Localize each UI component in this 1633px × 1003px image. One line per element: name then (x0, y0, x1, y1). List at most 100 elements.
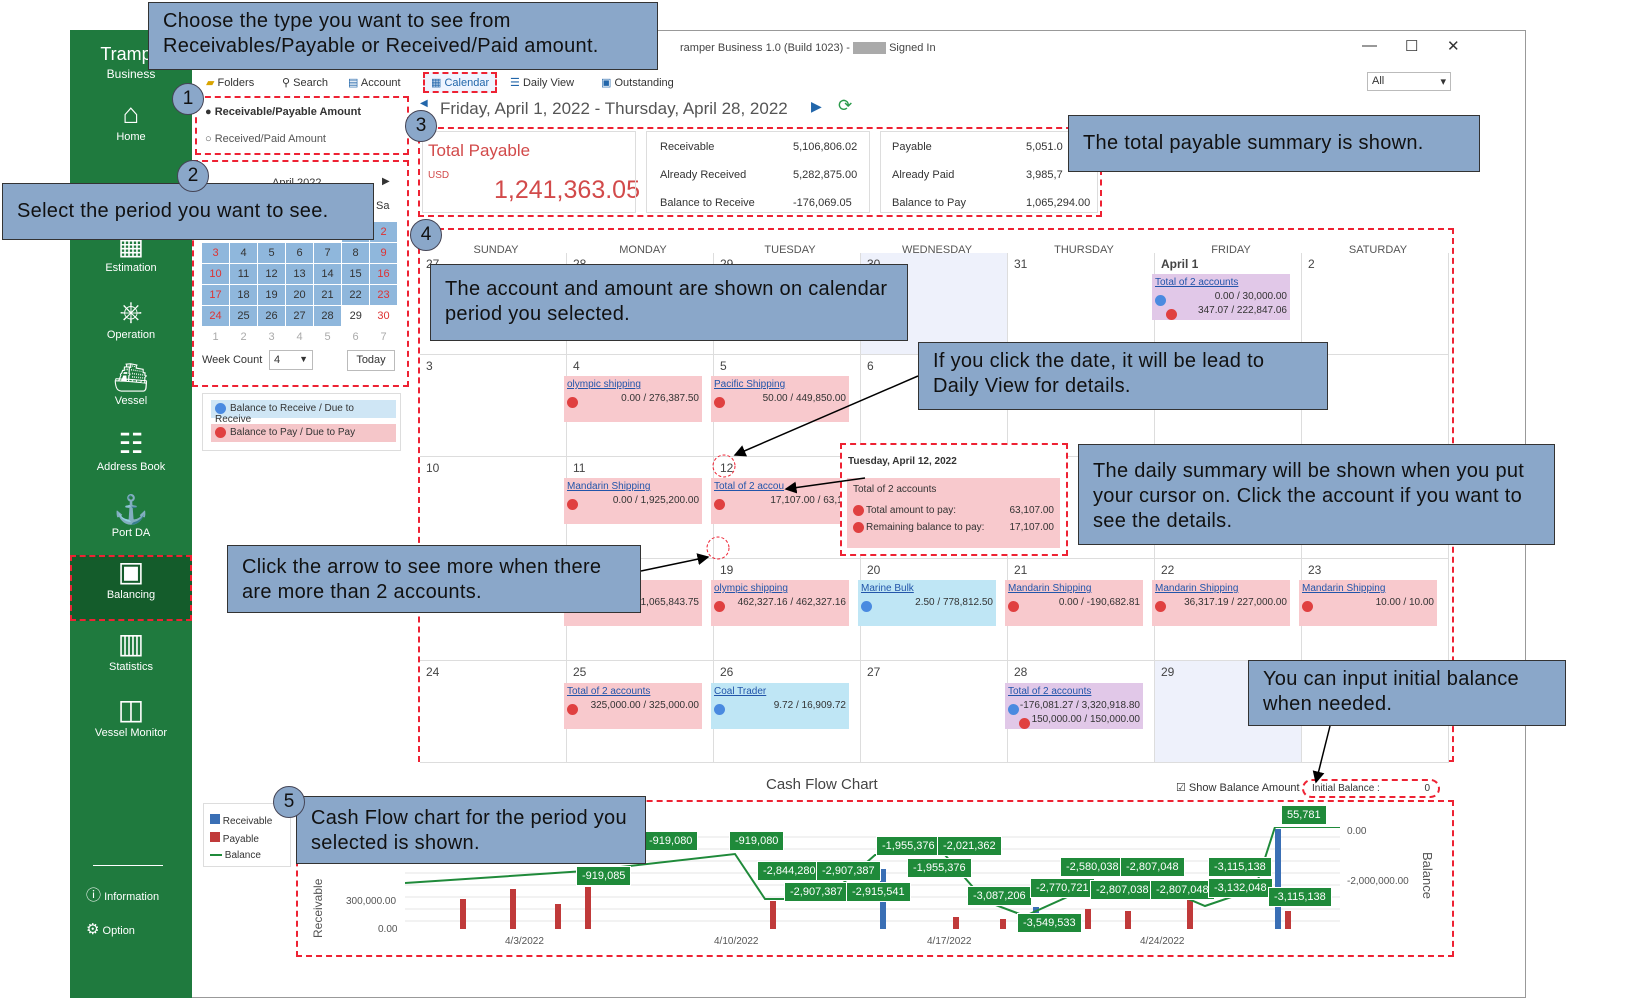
mini-day[interactable]: 13 (285, 263, 314, 285)
day-number[interactable]: 21 (1014, 563, 1028, 577)
event-account-link[interactable]: olympic shipping (567, 379, 641, 390)
calendar-tab[interactable]: ▦ Calendar (423, 72, 498, 93)
mini-day[interactable]: 9 (369, 242, 398, 264)
day-number[interactable]: 23 (1308, 563, 1322, 577)
calendar-event[interactable]: Total of 2 accounts 0.00 / 30,000.00 347.0… (1152, 274, 1290, 320)
calendar-event[interactable]: Mandarin Shipping 0.00 / -190,682.81 (1005, 580, 1143, 626)
day-number[interactable]: 11 (573, 461, 586, 475)
maximize-button[interactable]: ☐ (1405, 38, 1419, 55)
filter-select[interactable]: All ▾ (1367, 72, 1451, 91)
calendar-event[interactable]: Coal Trader 9.72 / 16,909.72 (711, 683, 849, 729)
sidebar-item-port-da[interactable]: ⚓ Port DA (70, 493, 192, 551)
day-number[interactable]: 27 (867, 665, 881, 679)
mini-day[interactable]: 16 (369, 263, 398, 285)
event-account-link[interactable]: Mandarin Shipping (1302, 583, 1386, 594)
next-month-icon[interactable]: ▶ (382, 176, 390, 187)
day-number[interactable]: 29 (1161, 665, 1175, 679)
calendar-event[interactable]: olympic shipping 0.00 / 276,387.50 (564, 376, 702, 422)
next-range-icon[interactable]: ▶ (811, 98, 822, 114)
mini-day[interactable]: 24 (201, 305, 230, 327)
mini-day[interactable]: 20 (285, 284, 314, 306)
day-number[interactable]: 31 (1014, 257, 1028, 271)
calendar-event[interactable]: Total of 2 accounts -176,081.27 / 3,320,9… (1005, 683, 1143, 729)
sidebar-item-operation[interactable]: ⎈ Operation (70, 295, 192, 353)
mini-day[interactable]: 25 (229, 305, 258, 327)
day-number[interactable]: 28 (1014, 665, 1028, 679)
calendar-event[interactable]: Pacific Shipping 50.00 / 449,850.00 (711, 376, 849, 422)
sidebar-item-home[interactable]: ⌂ Home (70, 97, 192, 155)
mini-day[interactable]: 26 (257, 305, 286, 327)
refresh-icon[interactable]: ⟳ (838, 96, 853, 115)
mini-day[interactable]: 1 (212, 331, 219, 344)
mini-day[interactable]: 4 (296, 331, 303, 344)
calendar-event[interactable]: Mandarin Shipping 36,317.19 / 227,000.00 (1152, 580, 1290, 626)
mini-day[interactable]: 3 (201, 242, 230, 264)
mini-day[interactable]: 11 (229, 263, 258, 285)
calendar-event[interactable]: Mandarin Shipping 10.00 / 10.00 (1299, 580, 1437, 626)
event-account-link[interactable]: Total of 2 accounts (1008, 686, 1092, 697)
outstanding-tab[interactable]: ▣ Outstanding (601, 77, 674, 89)
calendar-event[interactable]: Total of 2 accou 17,107.00 / 63,1( (711, 478, 849, 524)
sidebar-item-statistics[interactable]: ▥ Statistics (70, 627, 192, 685)
mini-day[interactable]: 4 (229, 242, 258, 264)
mini-day[interactable]: 22 (341, 284, 370, 306)
calendar-day[interactable]: 27 (861, 661, 1008, 763)
received-paid-radio[interactable]: ○ Received/Paid Amount (205, 133, 326, 145)
day-number[interactable]: 20 (867, 563, 881, 577)
mini-day[interactable]: 30 (377, 310, 390, 323)
calendar-day[interactable]: 24 (420, 661, 567, 763)
mini-day[interactable]: 28 (313, 305, 342, 327)
mini-day[interactable]: 7 (380, 331, 387, 343)
calendar-event[interactable]: Mandarin Shipping 0.00 / 1,925,200.00 (564, 478, 702, 524)
prev-range-icon[interactable]: ◀ (420, 98, 428, 109)
sidebar-item-vessel-monitor[interactable]: ◫ Vessel Monitor (70, 693, 192, 751)
day-number[interactable]: 22 (1161, 563, 1175, 577)
close-button[interactable]: ✕ (1447, 38, 1460, 55)
today-button[interactable]: Today (347, 350, 395, 371)
folders-tab[interactable]: ▰ Folders (206, 77, 255, 89)
search-tab[interactable]: ⚲ Search (282, 77, 328, 89)
day-number[interactable]: April 1 (1161, 257, 1199, 271)
event-account-link[interactable]: Total of 2 accou (714, 481, 785, 492)
event-account-link[interactable]: Mandarin Shipping (567, 481, 651, 492)
receivable-payable-radio[interactable]: ● Receivable/Payable Amount (205, 106, 362, 118)
event-account-link[interactable]: Total of 2 accounts (567, 686, 651, 697)
day-number[interactable]: 2 (1308, 257, 1315, 271)
day-number[interactable]: 19 (720, 563, 734, 577)
sidebar-item-address-book[interactable]: ☷ Address Book (70, 427, 192, 485)
event-account-link[interactable]: olympic shipping (714, 583, 788, 594)
mini-day[interactable]: 5 (324, 331, 331, 344)
event-account-link[interactable]: Mandarin Shipping (1155, 583, 1239, 594)
mini-day[interactable]: 6 (352, 331, 359, 343)
minimize-button[interactable]: — (1362, 37, 1377, 54)
calendar-event[interactable]: Marine Bulk 2.50 / 778,812.50 (858, 580, 996, 626)
mini-day[interactable]: 19 (257, 284, 286, 306)
mini-day[interactable]: 14 (313, 263, 342, 285)
day-number[interactable]: 24 (426, 665, 440, 679)
mini-day[interactable]: 3 (268, 331, 275, 344)
sidebar-item-vessel[interactable]: ⛴ Vessel (70, 361, 192, 419)
calendar-day[interactable]: 10 (420, 457, 567, 559)
calendar-event[interactable]: Total of 2 accounts 325,000.00 / 325,000.… (564, 683, 702, 729)
event-account-link[interactable]: Mandarin Shipping (1008, 583, 1092, 594)
day-number[interactable]: 6 (867, 359, 874, 373)
event-account-link[interactable]: Pacific Shipping (714, 379, 786, 390)
calendar-day[interactable]: 2 (1302, 253, 1449, 355)
day-number[interactable]: 10 (426, 461, 440, 475)
mini-day[interactable]: 2 (240, 331, 247, 344)
week-count-select[interactable]: 4 ▼ (269, 350, 313, 370)
event-account-link[interactable]: Marine Bulk (861, 583, 914, 594)
information-button[interactable]: ⓘ Information (86, 887, 160, 904)
calendar-event[interactable]: olympic shipping 462,327.16 / 462,327.16 (711, 580, 849, 626)
day-number[interactable]: 3 (426, 359, 433, 373)
account-tab[interactable]: ▤ Account (348, 77, 401, 89)
show-balance-checkbox[interactable]: ☑ Show Balance Amount (1176, 782, 1300, 794)
day-number[interactable]: 12 (720, 461, 734, 475)
mini-day[interactable]: 21 (313, 284, 342, 306)
mini-day[interactable]: 23 (369, 284, 398, 306)
mini-day[interactable]: 6 (285, 242, 314, 264)
mini-day[interactable]: 18 (229, 284, 258, 306)
day-number[interactable]: 4 (573, 359, 580, 373)
mini-day[interactable]: 29 (349, 310, 362, 323)
event-account-link[interactable]: Coal Trader (714, 686, 767, 697)
